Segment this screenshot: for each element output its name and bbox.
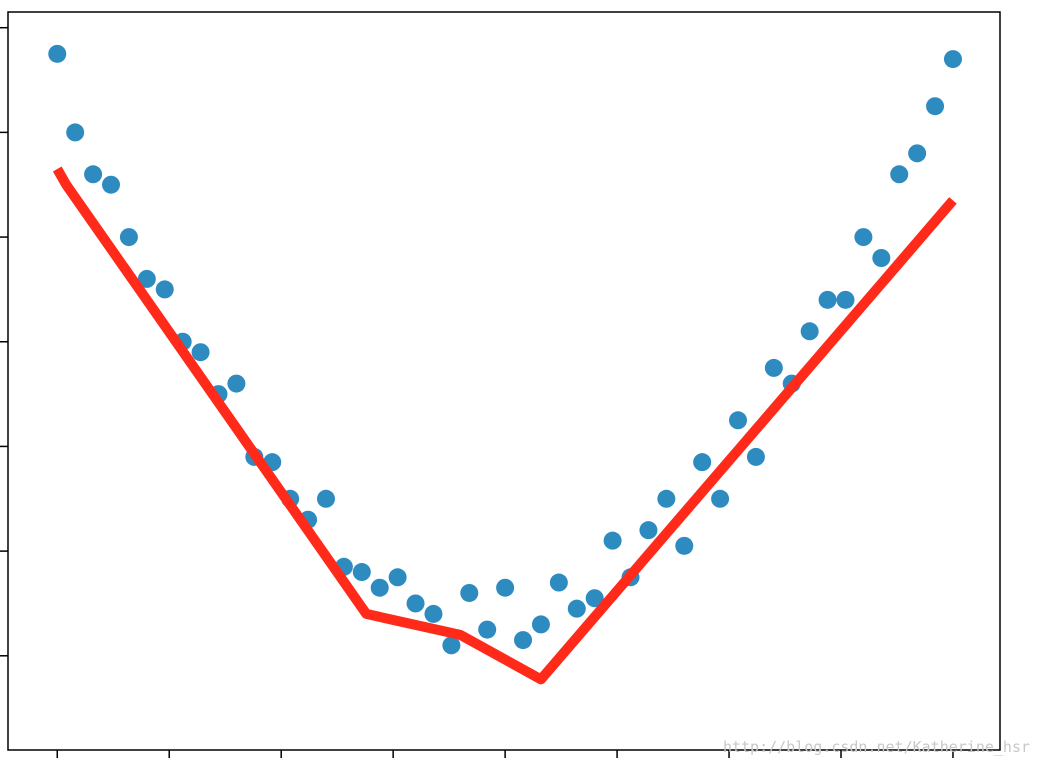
fit-line (52, 166, 957, 685)
scatter-point (531, 615, 550, 634)
scatter-point (926, 97, 945, 116)
scatter-point (729, 411, 748, 430)
scatter-point (657, 489, 676, 508)
scatter-point (943, 50, 962, 69)
scatter-point (836, 290, 855, 309)
scatter-point (711, 489, 730, 508)
scatter-point (818, 290, 837, 309)
scatter-point (746, 447, 765, 466)
scatter-point (549, 573, 568, 592)
scatter-point (567, 599, 586, 618)
scatter-point (424, 604, 443, 623)
scatter-point (764, 358, 783, 377)
scatter-point (603, 531, 622, 550)
scatter-point (675, 536, 694, 555)
plot-frame (7, 11, 1001, 751)
scatter-point (639, 521, 658, 540)
scatter-point (890, 165, 909, 184)
scatter-point (478, 620, 497, 639)
scatter-point (908, 144, 927, 163)
watermark: http://blog.csdn.net/Katherine_hsr (723, 738, 1030, 756)
scatter-point (48, 44, 67, 63)
scatter-point (352, 563, 371, 582)
scatter-point (155, 280, 174, 299)
scatter-point (406, 594, 425, 613)
scatter-point (693, 453, 712, 472)
scatter-point (227, 374, 246, 393)
scatter-point (514, 631, 533, 650)
scatter-point (191, 343, 210, 362)
scatter-point (460, 583, 479, 602)
scatter-point (102, 175, 121, 194)
scatter-point (66, 123, 85, 142)
scatter-point (442, 636, 461, 655)
scatter-point (854, 228, 873, 247)
scatter-point (137, 269, 156, 288)
scatter-point (84, 165, 103, 184)
scatter-point (496, 578, 515, 597)
scatter-point (585, 589, 604, 608)
scatter-point (872, 249, 891, 267)
scatter-point (119, 228, 138, 247)
scatter-point (316, 489, 335, 508)
scatter-point (370, 578, 389, 597)
scatter-point (800, 322, 819, 341)
scatter-point (388, 568, 407, 587)
